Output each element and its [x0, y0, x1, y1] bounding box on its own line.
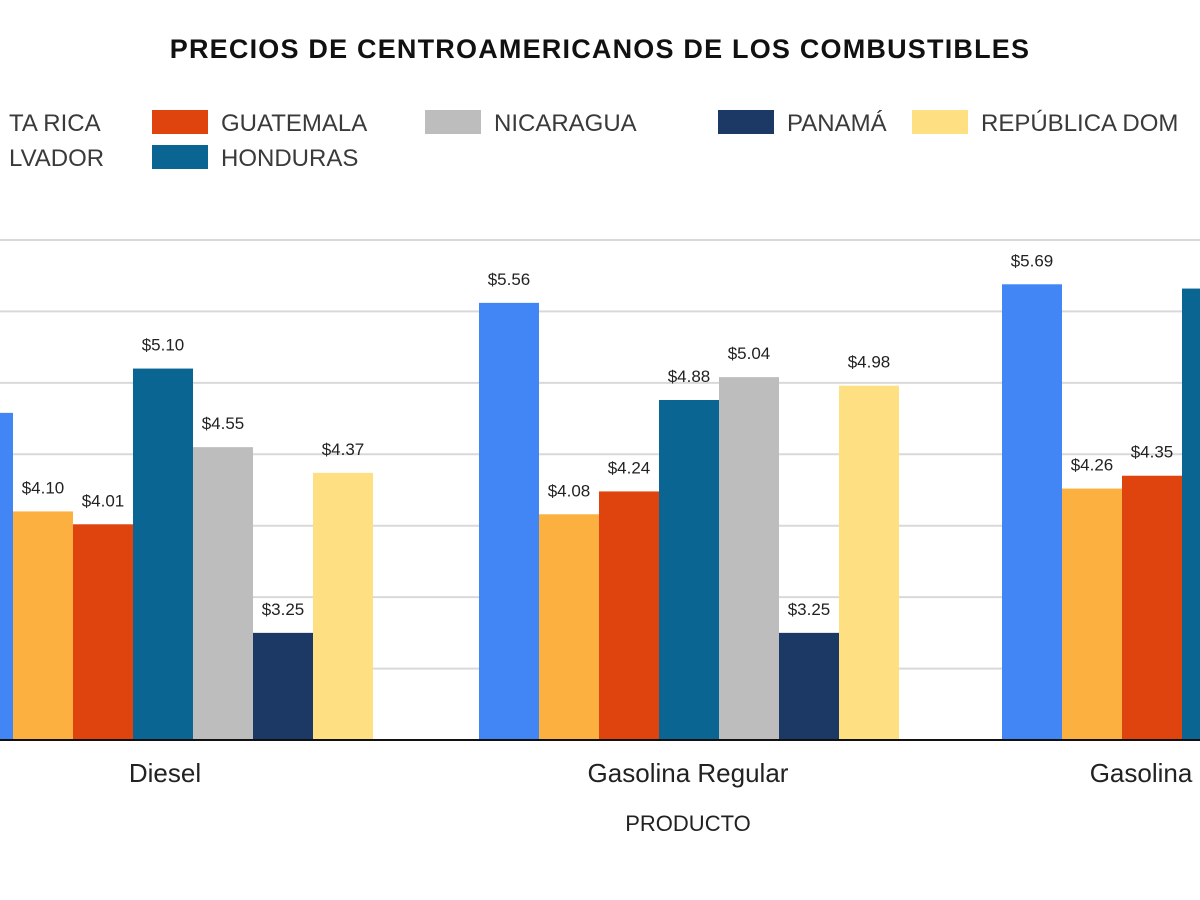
bar: [0, 412, 13, 740]
data-label: $5.69: [1011, 251, 1054, 270]
x-tick-label: Gasolina: [1090, 758, 1193, 788]
bar: [13, 511, 73, 740]
data-label: $4.37: [322, 440, 365, 459]
x-tick-label: Diesel: [129, 758, 201, 788]
data-label: $4.08: [548, 481, 591, 500]
legend-swatch: [425, 110, 481, 134]
data-label: $3.25: [788, 600, 831, 619]
legend-label: HONDURAS: [221, 145, 358, 172]
data-label: $4.26: [1071, 456, 1114, 475]
bar: [73, 524, 133, 740]
legend-swatch: [152, 145, 208, 169]
x-axis-title: PRODUCTO: [625, 811, 751, 836]
data-label: $3.25: [262, 600, 305, 619]
data-label: $4.10: [22, 478, 65, 497]
bar: [253, 632, 313, 740]
legend-label: LVADOR: [9, 145, 104, 172]
data-label: $4.35: [1131, 443, 1174, 462]
data-labels: 9$4.10$4.01$5.10$4.55$3.25$4.37$5.56$4.0…: [22, 251, 1174, 619]
data-label: $5.10: [142, 336, 185, 355]
bars: [0, 284, 1200, 740]
bar: [1062, 488, 1122, 740]
data-label: $5.04: [728, 344, 771, 363]
bar: [719, 377, 779, 740]
legend-label: NICARAGUA: [494, 110, 637, 137]
bar: [839, 385, 899, 740]
bar: [539, 514, 599, 740]
legend-swatch: [718, 110, 774, 134]
chart-title: PRECIOS DE CENTROAMERICANOS DE LOS COMBU…: [170, 34, 1030, 64]
bar: [313, 472, 373, 740]
bar: [659, 400, 719, 740]
legend-label: REPÚBLICA DOM: [981, 110, 1178, 137]
x-tick-labels: Diesel Gasolina Regular Gasolina: [129, 758, 1193, 788]
bar: [193, 447, 253, 740]
legend: TA RICA LVADOR GUATEMALA HONDURAS NICARAGUA P…: [9, 110, 1178, 172]
legend-label: TA RICA: [9, 110, 101, 137]
legend-swatch: [912, 110, 968, 134]
data-label: $5.56: [488, 270, 531, 289]
x-tick-label: Gasolina Regular: [588, 758, 789, 788]
bar: [1122, 475, 1182, 740]
legend-label: GUATEMALA: [221, 110, 367, 137]
legend-label: PANAMÁ: [787, 110, 887, 137]
data-label: $4.88: [668, 367, 711, 386]
data-label: $4.01: [82, 491, 125, 510]
data-label: $4.24: [608, 458, 651, 477]
bar: [479, 302, 539, 740]
data-label: $4.55: [202, 414, 245, 433]
data-label: $4.98: [848, 353, 891, 372]
bar: [1182, 288, 1200, 740]
bar: [599, 491, 659, 740]
bar: [779, 632, 839, 740]
bar: [133, 368, 193, 740]
bar: [1002, 284, 1062, 740]
legend-swatch: [152, 110, 208, 134]
